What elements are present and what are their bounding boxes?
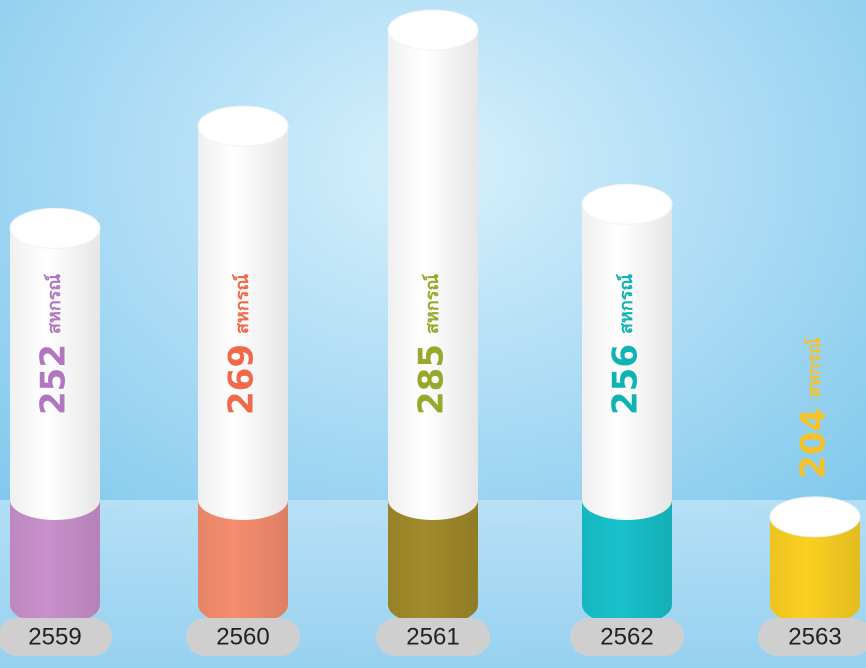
x-tick-label: 2561 (406, 623, 459, 650)
x-tick-label: 2559 (28, 623, 81, 650)
cylinder-top (197, 105, 289, 147)
cylinder-shade (10, 228, 100, 625)
cylinder-shade (198, 126, 288, 626)
year-pill (758, 618, 866, 656)
cylinder-shade (388, 30, 478, 625)
x-tick-label: 2563 (788, 623, 841, 650)
cylinder-top (769, 496, 861, 538)
year-pill (186, 618, 300, 656)
value-label: 256 (606, 344, 646, 415)
x-tick-label: 2562 (600, 623, 653, 650)
unit-label: สหกรณ์ (231, 274, 253, 334)
cylinder-shade (582, 204, 672, 626)
value-label: 285 (412, 344, 452, 415)
cylinder-top (581, 183, 673, 225)
cylinder-top (387, 9, 479, 51)
year-pill (570, 618, 684, 656)
unit-label: สหกรณ์ (43, 274, 65, 334)
year-pill (0, 618, 112, 656)
unit-label: สหกรณ์ (803, 337, 825, 397)
unit-label: สหกรณ์ (421, 274, 443, 334)
x-tick-label: 2560 (216, 623, 269, 650)
value-label: 269 (222, 344, 262, 415)
unit-label: สหกรณ์ (615, 274, 637, 334)
cylinder-shade (770, 516, 860, 625)
year-pill (376, 618, 490, 656)
cylinder-top (9, 207, 101, 249)
value-label: 252 (34, 344, 74, 415)
value-label: 204 (794, 408, 834, 479)
